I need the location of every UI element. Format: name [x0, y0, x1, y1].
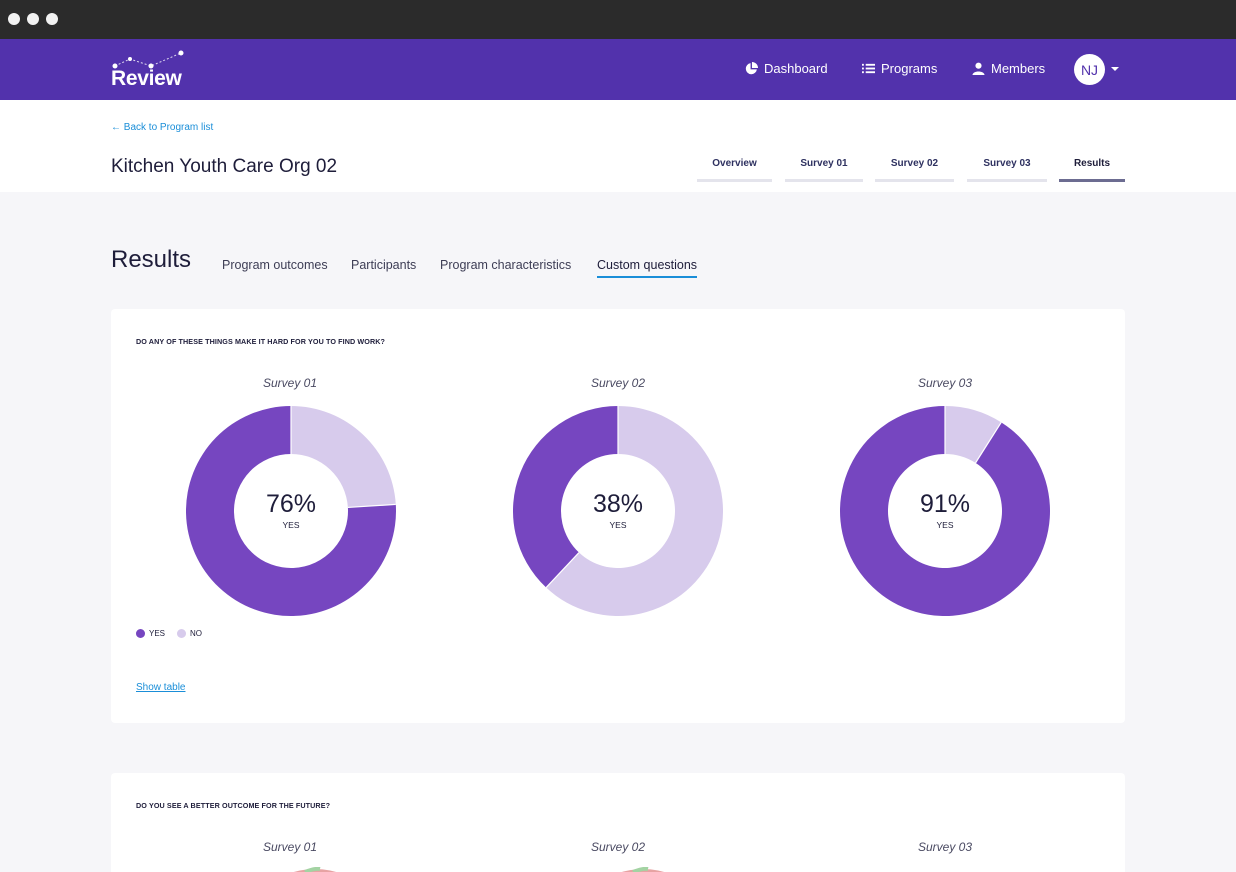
question-card: DO ANY OF THESE THINGS MAKE IT HARD FOR … — [111, 309, 1125, 723]
donut-chart-partial — [293, 867, 337, 872]
nav-members-label: Members — [991, 61, 1046, 76]
legend-item-no: NO — [177, 629, 202, 638]
user-avatar[interactable]: NJ — [1074, 54, 1105, 85]
subtab-participants[interactable]: Participants — [351, 258, 417, 272]
legend-item-yes: YES — [136, 629, 165, 638]
subtab-program-characteristics[interactable]: Program characteristics — [440, 258, 572, 272]
question-title: DO YOU SEE A BETTER OUTCOME FOR THE FUTU… — [136, 801, 331, 810]
slice-separator — [975, 422, 1002, 464]
tab-survey-02[interactable]: Survey 02 — [875, 158, 954, 182]
caret-down-icon[interactable] — [1111, 67, 1119, 71]
legend-swatch-no — [177, 629, 187, 638]
active-subtab-indicator — [597, 276, 698, 278]
donut-slice-yes — [186, 406, 396, 616]
donut-chart-survey-02 — [513, 406, 723, 616]
window-control-dot[interactable] — [8, 13, 20, 25]
constellation-logo-icon — [112, 50, 184, 69]
legend-swatch-yes — [136, 629, 145, 638]
top-navbar: Review Dashboard Programs Members NJ — [0, 39, 1236, 100]
slice-separator — [347, 503, 396, 509]
subtab-custom-questions[interactable]: Custom questions — [597, 258, 698, 278]
window-control-dot[interactable] — [46, 13, 58, 25]
tab-survey-01[interactable]: Survey 01 — [785, 158, 863, 182]
brand-logo[interactable]: Review — [111, 49, 201, 90]
program-header: ← Back to Program list Kitchen Youth Car… — [0, 100, 1236, 192]
survey-label: Survey 02 — [590, 376, 646, 390]
list-icon — [862, 63, 875, 74]
donut-slice-no — [546, 406, 723, 616]
slice-separator — [545, 552, 580, 588]
back-to-program-list-link[interactable]: ← Back to Program list — [111, 122, 214, 133]
survey-label: Survey 02 — [590, 840, 646, 854]
page-title: Kitchen Youth Care Org 02 — [111, 156, 338, 177]
window-control-dot[interactable] — [27, 13, 39, 25]
show-table-link[interactable]: Show table — [136, 682, 186, 693]
donut-chart-partial — [621, 867, 665, 872]
user-icon — [972, 62, 985, 75]
question-card: DO YOU SEE A BETTER OUTCOME FOR THE FUTU… — [111, 773, 1125, 872]
donut-slice-no — [291, 406, 396, 508]
subtab-custom-questions-label: Custom questions — [597, 258, 698, 272]
survey-label: Survey 03 — [917, 840, 973, 854]
nav-members[interactable]: Members — [972, 61, 1045, 76]
window-titlebar — [0, 0, 1236, 39]
chart-legend: YES NO — [136, 629, 202, 638]
nav-dashboard[interactable]: Dashboard — [745, 61, 828, 76]
nav-programs[interactable]: Programs — [862, 61, 937, 76]
subtab-program-outcomes[interactable]: Program outcomes — [222, 258, 328, 272]
pie-chart-icon — [745, 62, 758, 75]
nav-programs-label: Programs — [881, 61, 938, 76]
survey-label: Survey 01 — [262, 840, 318, 854]
tab-results[interactable]: Results — [1059, 158, 1125, 182]
tab-survey-03[interactable]: Survey 03 — [967, 158, 1047, 182]
nav-dashboard-label: Dashboard — [764, 61, 828, 76]
donut-slice-no — [945, 406, 1002, 463]
results-heading: Results — [111, 246, 192, 273]
survey-label: Survey 01 — [262, 376, 318, 390]
donut-chart-survey-03 — [840, 406, 1050, 616]
donut-slice-yes — [840, 406, 1050, 616]
brand-name: Review — [111, 67, 182, 90]
legend-label: NO — [190, 629, 203, 638]
donut-slice-yes — [513, 406, 618, 588]
survey-label: Survey 03 — [917, 376, 973, 390]
question-title: DO ANY OF THESE THINGS MAKE IT HARD FOR … — [136, 337, 386, 346]
tab-overview[interactable]: Overview — [697, 158, 772, 182]
donut-chart-survey-01 — [186, 406, 396, 616]
legend-label: YES — [149, 629, 166, 638]
